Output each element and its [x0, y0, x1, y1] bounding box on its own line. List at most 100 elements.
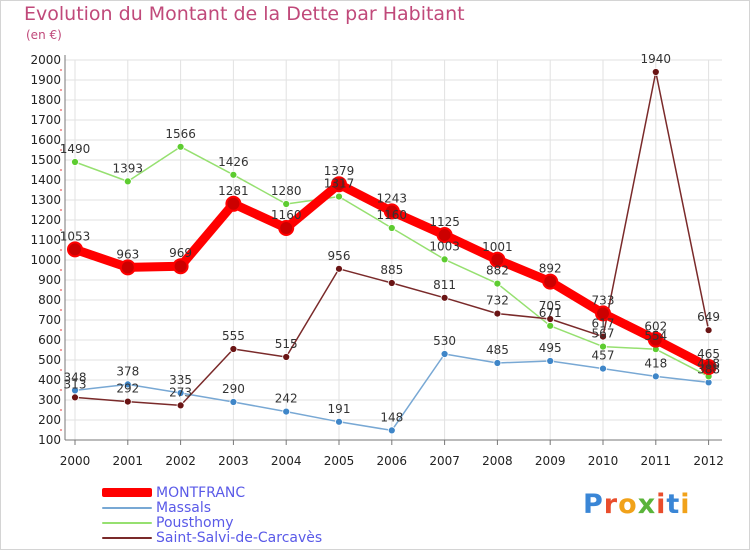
data-label: 1281: [218, 184, 249, 198]
data-label: 515: [275, 337, 298, 351]
data-point: [387, 224, 396, 232]
y-tick-label: 500: [38, 353, 61, 367]
data-point: [229, 170, 238, 179]
x-tick-label: 2008: [482, 454, 513, 468]
data-label: 1940: [641, 52, 672, 66]
data-label: 148: [380, 410, 403, 424]
data-label: 1053: [60, 229, 91, 243]
data-label: 1001: [482, 240, 513, 254]
data-point: [546, 357, 555, 365]
data-label: 963: [116, 247, 139, 261]
data-label: 191: [328, 402, 351, 416]
grid-lines: [65, 59, 722, 441]
legend-label: Saint-Salvi-de-Carcavès: [156, 529, 323, 546]
data-point: [71, 158, 79, 166]
data-point: [647, 331, 664, 348]
legend-swatch: [102, 506, 152, 509]
chart-subtitle: (en €): [26, 28, 62, 42]
x-tick-label: 2002: [165, 454, 196, 468]
data-label: 811: [433, 278, 456, 292]
data-point: [599, 342, 607, 351]
data-point: [229, 398, 238, 406]
logo-letter: i: [680, 489, 691, 520]
data-label: 348: [64, 370, 87, 384]
data-point: [282, 200, 291, 208]
y-tick-label: 1100: [30, 233, 61, 247]
data-label: 1379: [324, 164, 355, 178]
x-tick-label: 2010: [588, 454, 619, 468]
axes: 1002003004005006007008009001000110012001…: [30, 53, 723, 468]
data-label: 956: [328, 249, 351, 263]
data-point: [335, 264, 343, 273]
data-point: [119, 259, 136, 276]
data-label: 335: [169, 373, 192, 387]
data-label: 1317: [324, 177, 355, 191]
x-tick-label: 2006: [377, 454, 408, 468]
y-tick-label: 400: [38, 373, 61, 387]
data-label: 418: [644, 356, 667, 370]
data-label: 671: [539, 306, 562, 320]
legend-label: Massals: [156, 499, 212, 516]
legend-swatch: [102, 488, 152, 497]
legend-swatch: [102, 521, 152, 524]
y-tick-label: 1800: [30, 93, 61, 107]
data-label: 733: [592, 293, 615, 307]
data-point: [436, 227, 453, 243]
data-label: 1426: [218, 155, 249, 169]
data-point: [335, 417, 343, 426]
data-point: [387, 426, 396, 435]
data-point: [176, 142, 185, 151]
y-tick-label: 600: [38, 333, 61, 347]
data-point: [331, 176, 347, 193]
legend-swatch: [102, 536, 152, 539]
data-point: [440, 293, 449, 302]
data-point: [335, 192, 343, 201]
data-label: 1160: [271, 208, 302, 222]
data-point: [651, 372, 660, 381]
x-tick-label: 2003: [218, 454, 249, 468]
proxiti-logo: Proxiti: [583, 489, 691, 520]
data-point: [387, 279, 396, 287]
legend-item: Pousthomy: [102, 514, 234, 531]
data-point: [282, 407, 291, 416]
data-point: [493, 279, 502, 288]
y-tick-label: 1200: [30, 213, 61, 227]
data-label: 388: [697, 362, 720, 376]
data-label: 242: [275, 392, 298, 406]
data-point: [542, 273, 559, 290]
data-point: [595, 305, 611, 322]
data-label: 1490: [60, 142, 91, 156]
chart-title: Evolution du Montant de la Dette par Hab…: [24, 3, 465, 25]
logo-letter: r: [603, 489, 619, 520]
data-label: 1243: [377, 191, 408, 205]
legend-item: Massals: [102, 499, 212, 516]
data-label: 1393: [113, 161, 144, 175]
data-point: [225, 195, 242, 212]
data-label: 1125: [429, 215, 460, 229]
data-label: 649: [697, 310, 720, 324]
logo-letter: i: [656, 489, 667, 520]
series-points: [67, 68, 717, 435]
data-point: [123, 380, 132, 389]
data-point: [651, 68, 660, 76]
data-point: [229, 345, 238, 353]
data-labels: 1053 963 969 1281 1160 1379 1243 1125 1001 892 733…: [60, 52, 720, 424]
data-point: [546, 315, 555, 323]
logo-letter: P: [583, 489, 604, 520]
y-tick-label: 700: [38, 313, 61, 327]
x-tick-label: 2012: [693, 454, 724, 468]
data-label: 617: [592, 317, 615, 331]
y-tick-label: 300: [38, 393, 61, 407]
data-point: [278, 220, 295, 236]
data-label: 530: [433, 334, 456, 348]
x-tick-label: 2007: [429, 454, 460, 468]
y-tick-label: 1700: [30, 113, 61, 127]
x-tick-label: 2005: [324, 454, 355, 468]
legend-label: Pousthomy: [156, 514, 234, 531]
logo-letter: t: [666, 489, 681, 520]
data-point: [493, 309, 502, 318]
x-tick-label: 2004: [271, 454, 302, 468]
data-label: 705: [539, 299, 562, 313]
data-label: 602: [644, 320, 667, 334]
